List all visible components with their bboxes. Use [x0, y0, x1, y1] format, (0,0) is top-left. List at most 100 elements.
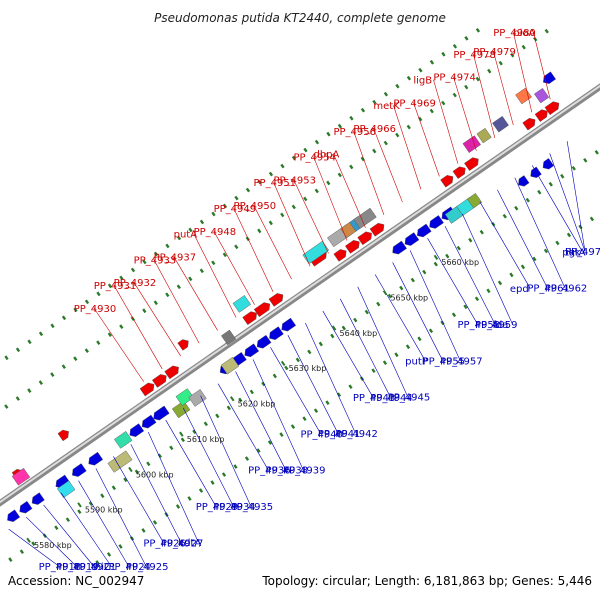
tick-mark: [331, 325, 337, 331]
guide-dot: [383, 140, 388, 146]
tick-label: 5630 kbp: [289, 364, 327, 373]
guide-dot: [475, 76, 480, 82]
guide-dot: [84, 299, 90, 305]
gene-feature: [534, 109, 548, 122]
guide-dot: [532, 256, 537, 262]
gene-label: ligB: [413, 76, 432, 87]
guide-dot: [417, 336, 422, 342]
guide-dot: [38, 380, 43, 385]
guide-dot: [360, 107, 366, 113]
gene-label: PP_4974: [433, 73, 476, 84]
guide-dot: [153, 300, 158, 306]
guide-dot: [302, 416, 307, 421]
guide-dot: [571, 165, 576, 171]
gene-label: PP_4935: [231, 502, 274, 513]
gene-feature: [141, 414, 157, 429]
gene-label: metK: [373, 101, 400, 112]
tick-label: 5600 kbp: [136, 470, 174, 479]
guide-dot: [578, 224, 583, 230]
gene-feature: [476, 127, 492, 144]
gene-label: PP_4919: [56, 562, 99, 573]
guide-dot: [257, 228, 262, 234]
leader-line: [357, 286, 408, 397]
leader-line: [182, 407, 234, 507]
leader-line: [193, 233, 237, 318]
gene-feature: [164, 365, 179, 380]
tick-mark: [280, 360, 286, 367]
guide-dot: [284, 365, 289, 371]
guide-dot: [445, 253, 450, 259]
gene-feature: [345, 240, 360, 254]
guide-dot: [441, 51, 446, 57]
guide-dot: [234, 195, 239, 201]
gene-feature: [417, 223, 432, 238]
guide-dot: [268, 171, 274, 177]
guide-dot: [314, 188, 319, 194]
guide-dot: [521, 44, 526, 50]
leader-line: [427, 238, 478, 325]
gene-label: PP_4959: [475, 320, 518, 331]
guide-dot: [291, 204, 296, 210]
gene-feature: [220, 356, 240, 375]
leader-line: [392, 262, 443, 361]
gene-feature: [171, 400, 191, 419]
guide-dot: [50, 372, 55, 377]
gene-feature: [7, 509, 21, 522]
guide-dot: [487, 68, 492, 74]
guide-dot: [27, 388, 32, 393]
gene-feature: [88, 451, 104, 466]
tick-label: 5610 kbp: [187, 435, 225, 444]
leader-line: [43, 504, 94, 567]
gene-label: dbpA: [313, 150, 339, 161]
gene-label: PP_4954: [293, 153, 336, 164]
guide-dot: [15, 347, 21, 353]
tick-mark: [230, 396, 235, 402]
leader-line: [270, 347, 321, 434]
guide-dot: [176, 284, 181, 290]
guide-dot: [234, 244, 239, 250]
guide-rings: [4, 27, 599, 565]
gene-label: PP_4929: [196, 502, 239, 513]
gene-feature: [429, 215, 444, 229]
gene-label: PP_4931: [94, 281, 137, 292]
guide-dot: [268, 220, 273, 226]
gene-label: PP_4934: [213, 502, 256, 513]
gene-label: PP_4940: [300, 429, 343, 440]
guide-dot: [95, 560, 100, 565]
guide-dot: [226, 405, 231, 411]
gene-label: fda: [492, 320, 508, 331]
guide-dot: [19, 549, 24, 554]
gene-feature: [114, 431, 133, 449]
guide-dot: [303, 147, 308, 153]
guide-dot: [244, 456, 250, 461]
gene-label: PP_4980: [493, 28, 536, 39]
gene-label: PP_4924: [108, 562, 151, 573]
guide-dot: [422, 269, 427, 275]
guide-dot: [387, 293, 392, 299]
gene-feature: [515, 87, 532, 105]
gene-feature: [221, 329, 237, 346]
gene-label: PP_4930: [74, 304, 117, 315]
guide-dot: [119, 324, 124, 330]
gene-label: PP_4956: [333, 127, 376, 138]
tick-mark: [382, 290, 388, 296]
gene-feature: [11, 467, 31, 486]
guide-dot: [418, 67, 423, 73]
guide-dot: [336, 392, 342, 398]
guide-dot: [153, 251, 159, 257]
leader-line: [95, 468, 147, 567]
guide-dot: [222, 203, 228, 209]
gene-label: PP_4926: [143, 538, 186, 549]
leader-line: [287, 335, 339, 434]
gene-feature: [462, 135, 481, 153]
tick-label: 5650 kbp: [390, 293, 428, 302]
guide-dot: [4, 355, 9, 361]
guide-dot: [73, 307, 78, 313]
leader-line: [532, 31, 551, 100]
guide-dot: [456, 245, 461, 251]
gene-feature: [253, 302, 271, 318]
leader-line: [252, 359, 304, 470]
guide-dot: [451, 312, 457, 318]
gene-feature: [518, 175, 530, 187]
gene-feature: [139, 382, 155, 397]
